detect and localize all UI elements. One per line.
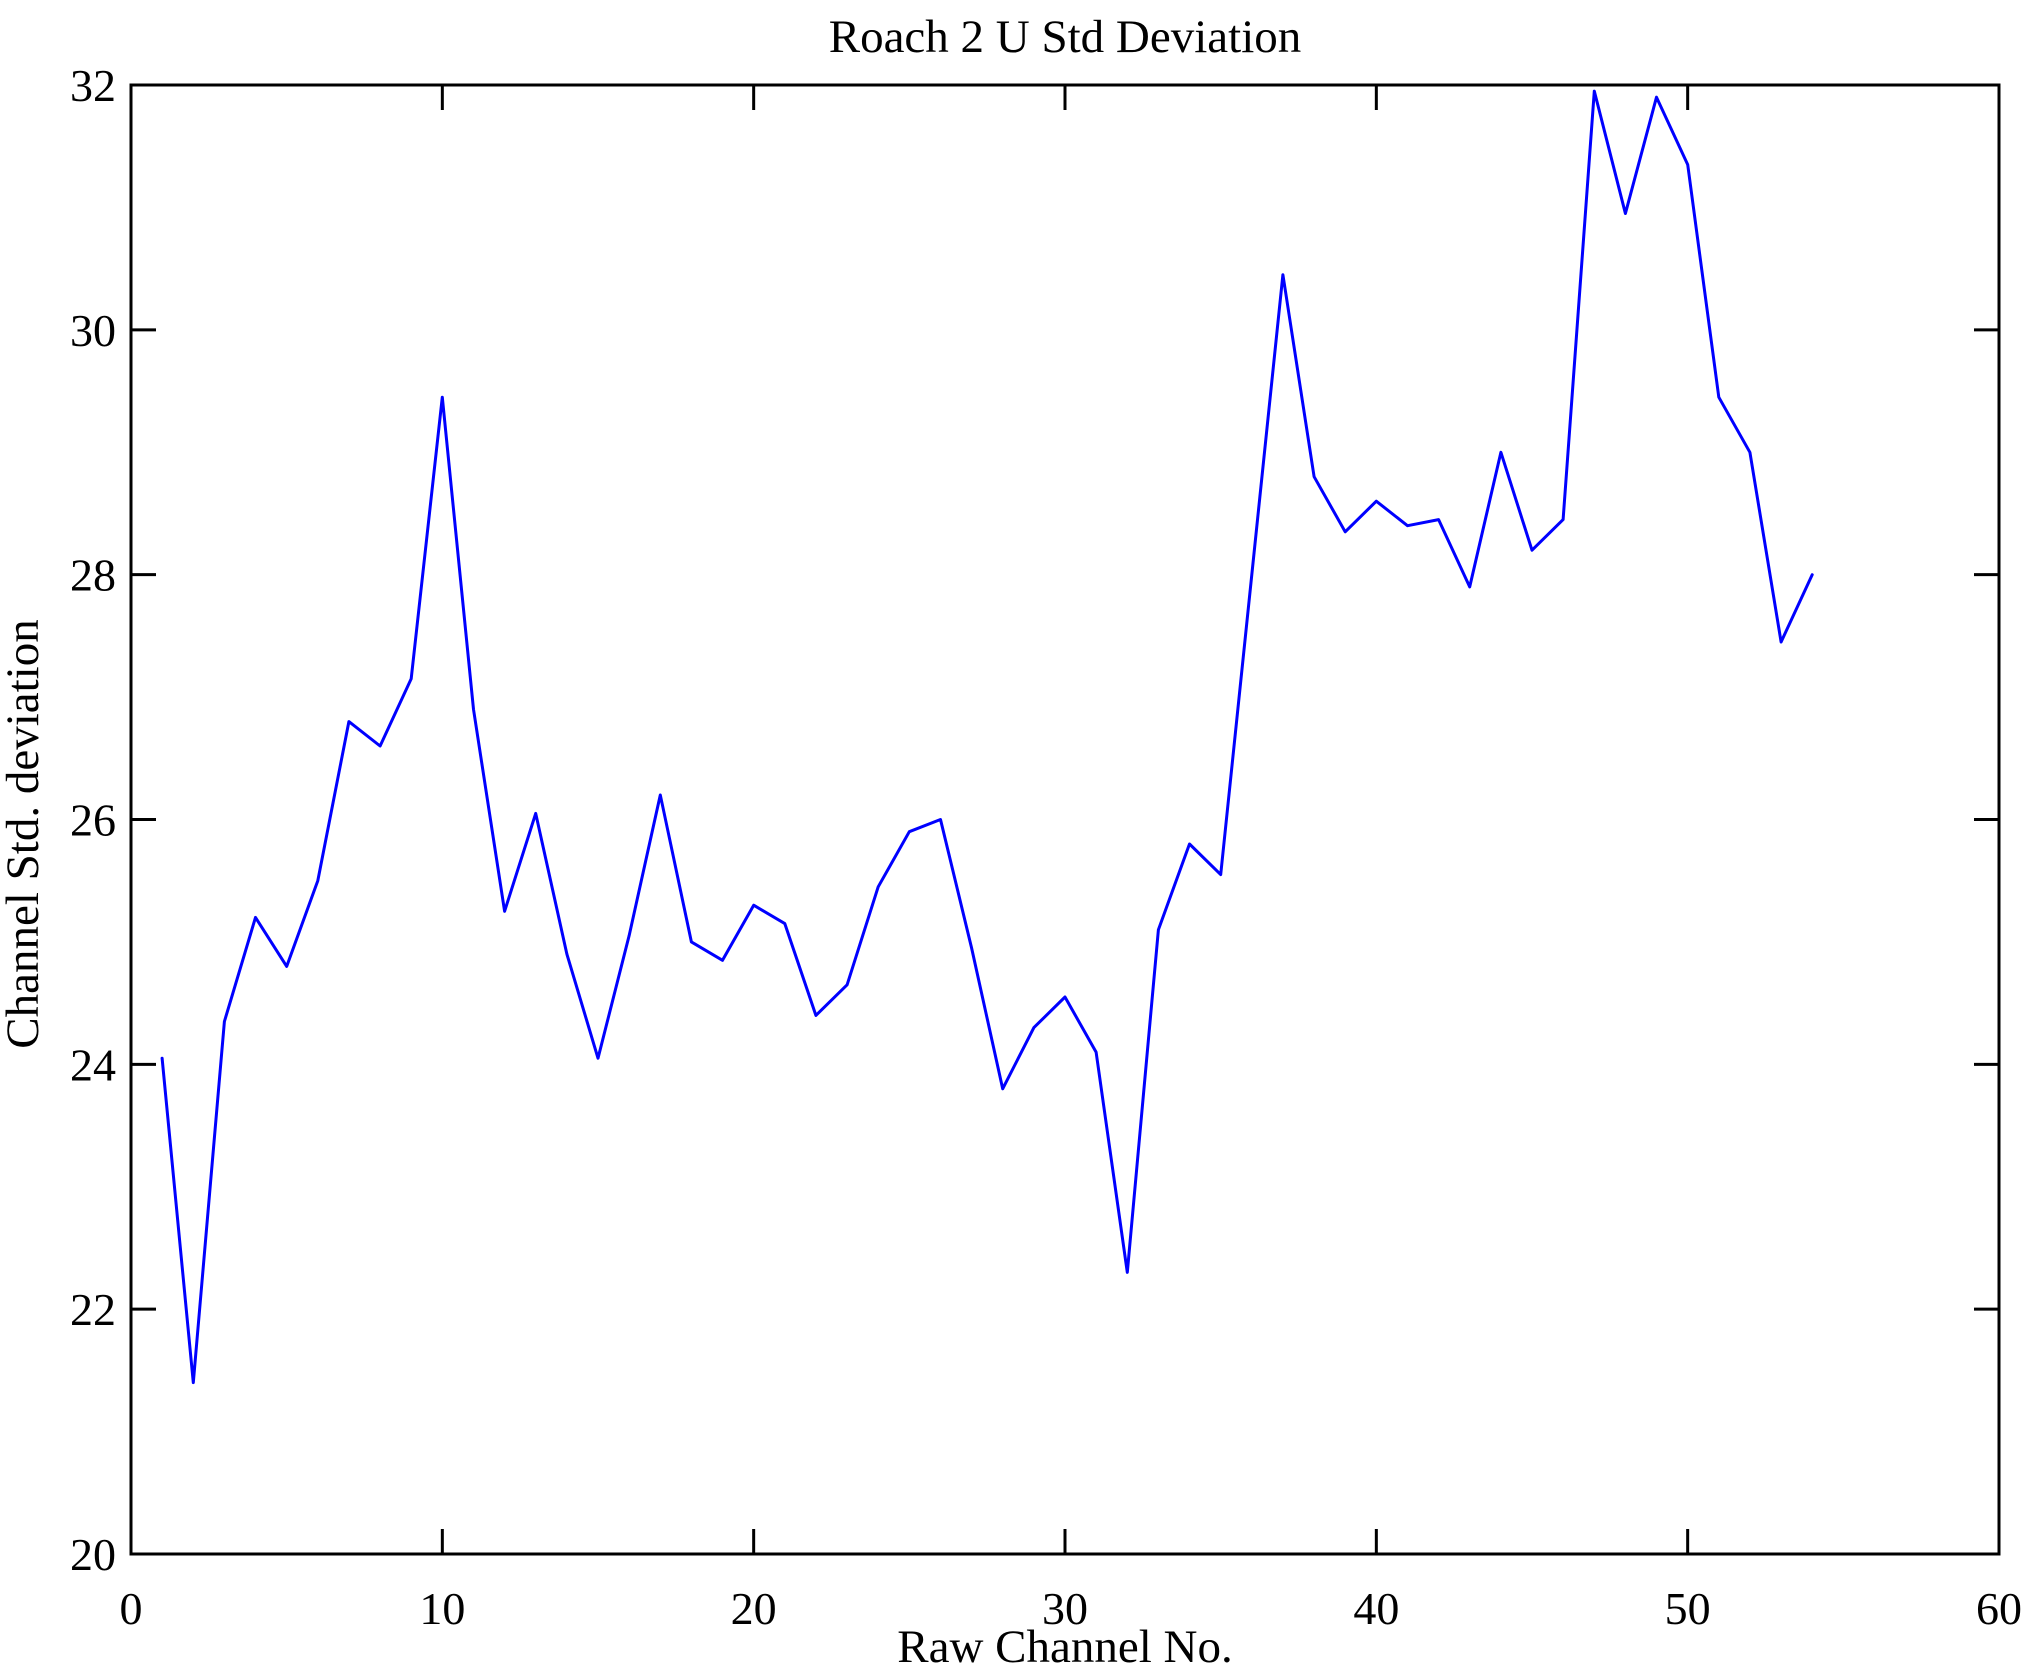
x-axis-label: Raw Channel No. [897, 1621, 1232, 1671]
y-tick-label: 30 [70, 305, 116, 356]
chart-title: Roach 2 U Std Deviation [829, 11, 1302, 63]
axis-ticks [129, 83, 2001, 1556]
x-tick-label: 60 [1976, 1583, 2022, 1634]
y-tick-label: 28 [70, 550, 116, 601]
x-tick-labels: 0 10 20 30 40 50 60 [120, 1583, 2023, 1634]
y-tick-label: 20 [70, 1529, 116, 1580]
x-tick-label: 30 [1042, 1583, 1088, 1634]
y-tick-labels: 20 22 24 26 28 30 32 [70, 60, 116, 1580]
y-tick-label: 26 [70, 795, 116, 846]
y-axis-label: Channel Std. deviation [0, 619, 49, 1048]
x-tick-label: 10 [419, 1583, 465, 1634]
x-tick-label: 0 [120, 1583, 143, 1634]
plot-box [129, 83, 2001, 1556]
x-tick-label: 20 [731, 1583, 777, 1634]
x-tick-label: 50 [1665, 1583, 1711, 1634]
y-tick-label: 24 [70, 1039, 116, 1090]
y-tick-label: 22 [70, 1284, 116, 1335]
y-tick-label: 32 [70, 60, 116, 111]
x-tick-label: 40 [1353, 1583, 1399, 1634]
series-line [160, 89, 1814, 1385]
